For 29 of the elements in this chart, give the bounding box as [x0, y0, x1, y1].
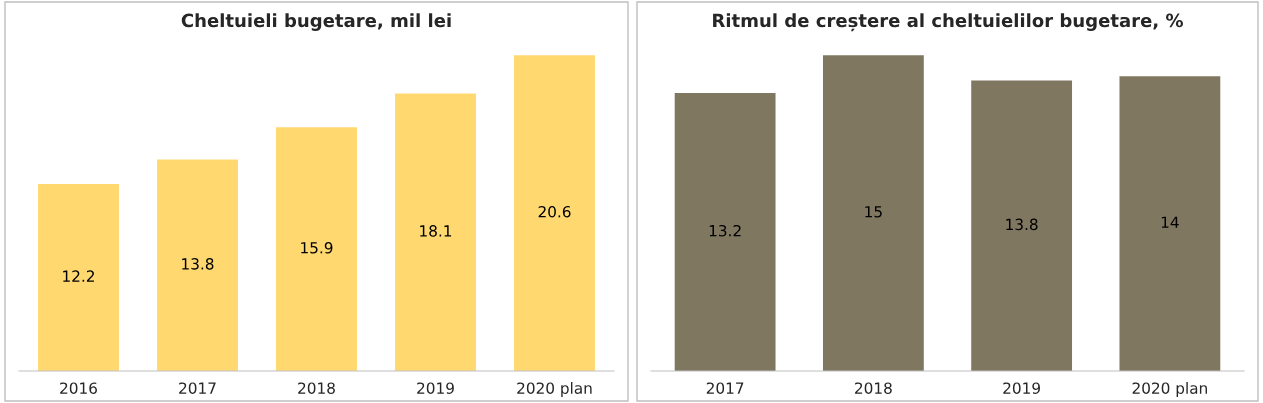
x-tick-label: 2020 plan [517, 382, 592, 397]
x-tick-label: 2020 plan [1132, 382, 1207, 397]
data-label: 13.8 [1006, 218, 1038, 231]
bar [157, 159, 238, 371]
data-label: 13.2 [709, 224, 741, 237]
bar [674, 93, 776, 371]
x-tick-label: 2016 [60, 382, 97, 394]
x-tick-label: 2017 [179, 382, 216, 394]
data-label: 15.9 [301, 241, 333, 254]
bar [276, 127, 357, 371]
bar [971, 80, 1073, 371]
bar [822, 55, 924, 371]
bar [1119, 76, 1221, 371]
bar [395, 93, 476, 371]
data-label: 15 [865, 206, 882, 218]
data-label: 18.1 [420, 225, 452, 237]
data-label: 20.6 [538, 205, 571, 218]
x-tick-label: 2018 [298, 382, 335, 394]
x-tick-label: 2019 [1003, 382, 1040, 394]
chart-title: Cheltuieli bugetare, mil lei [181, 13, 451, 31]
bar [38, 183, 119, 371]
data-label: 13.8 [182, 258, 214, 270]
chart-title: Ritmul de creștere al cheltuielilor bugetare, % [713, 13, 1183, 32]
x-tick-label: 2019 [417, 382, 454, 394]
x-tick-label: 2017 [706, 382, 744, 394]
x-tick-label: 2018 [855, 382, 892, 394]
data-label: 14 [1161, 216, 1179, 228]
bar [514, 55, 595, 371]
data-label: 12.2 [63, 270, 94, 282]
